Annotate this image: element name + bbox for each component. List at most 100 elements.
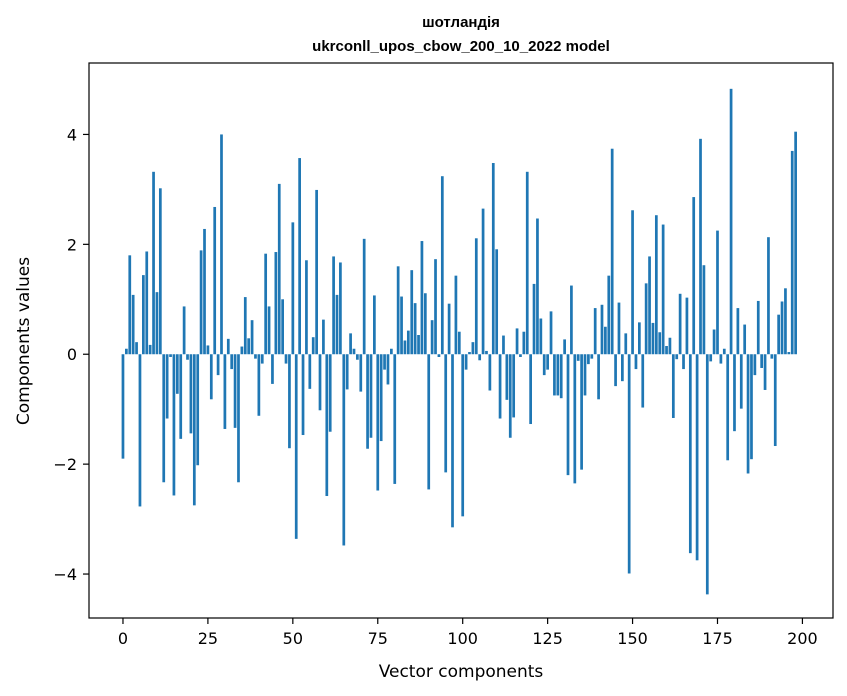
- bar-83: [403, 340, 407, 355]
- bar-136: [583, 354, 587, 396]
- bar-33: [233, 354, 237, 428]
- bar-194: [780, 301, 784, 355]
- bar-183: [743, 324, 747, 355]
- bar-158: [658, 332, 662, 355]
- bar-51: [294, 354, 298, 539]
- bar-169: [695, 354, 699, 561]
- bar-170: [699, 138, 702, 355]
- bar-179: [729, 88, 733, 355]
- bar-63: [335, 294, 339, 355]
- y-tick-label: 4: [67, 125, 77, 144]
- bar-129: [559, 354, 563, 399]
- bar-138: [590, 354, 594, 359]
- bar-62: [332, 256, 335, 355]
- bar-1: [125, 348, 128, 355]
- bar-6: [142, 275, 145, 355]
- x-axis-ticks: 0 25 50 75 100 125 150 175 200: [118, 618, 818, 648]
- bar-105: [478, 354, 482, 361]
- bar-80: [393, 354, 397, 484]
- bar-148: [624, 333, 628, 355]
- bar-0: [121, 354, 125, 459]
- bar-68: [352, 348, 356, 355]
- bar-60: [325, 354, 329, 497]
- bar-59: [322, 319, 325, 355]
- x-tick-label: 175: [702, 629, 733, 648]
- bar-137: [587, 354, 590, 365]
- bar-174: [712, 329, 716, 355]
- bar-150: [631, 210, 634, 355]
- bar-93: [437, 354, 441, 357]
- x-tick-label: 150: [617, 629, 648, 648]
- bar-98: [454, 275, 458, 355]
- bar-13: [165, 354, 169, 419]
- bar-29: [220, 134, 223, 355]
- bar-75: [376, 354, 380, 491]
- bar-11: [158, 188, 162, 355]
- bar-122: [536, 218, 539, 355]
- bar-142: [604, 326, 607, 355]
- bar-10: [155, 292, 159, 355]
- bar-46: [277, 183, 281, 355]
- bar-196: [787, 352, 791, 355]
- bar-23: [199, 250, 203, 355]
- bar-89: [423, 293, 427, 355]
- y-tick-label: 2: [67, 235, 77, 254]
- y-tick-label: 0: [67, 345, 77, 364]
- bar-73: [369, 354, 373, 438]
- bar-99: [457, 331, 461, 355]
- bar-109: [491, 163, 495, 355]
- bar-69: [356, 354, 359, 360]
- bar-135: [580, 354, 583, 470]
- bar-94: [440, 176, 444, 355]
- bar-125: [546, 354, 549, 370]
- bar-76: [379, 354, 383, 442]
- bar-92: [434, 259, 437, 355]
- bar-153: [641, 354, 645, 408]
- bar-156: [651, 322, 655, 355]
- bar-88: [420, 241, 424, 355]
- bar-4: [135, 342, 138, 355]
- bar-38: [250, 320, 254, 355]
- bar-5: [138, 354, 142, 507]
- bar-145: [614, 354, 617, 387]
- bar-134: [576, 354, 580, 361]
- y-axis-ticks: −4 −2 0 2 4: [53, 125, 89, 584]
- x-tick-label: 100: [447, 629, 478, 648]
- bar-84: [406, 330, 410, 355]
- bar-18: [182, 306, 186, 355]
- bar-151: [634, 354, 638, 370]
- bar-96: [447, 303, 451, 355]
- bar-57: [315, 189, 318, 355]
- bar-103: [471, 342, 475, 355]
- bar-19: [186, 354, 189, 360]
- bar-188: [760, 354, 764, 368]
- bar-71: [362, 238, 366, 355]
- bar-115: [512, 354, 516, 418]
- bar-157: [654, 215, 658, 355]
- bar-165: [682, 354, 685, 370]
- bar-81: [396, 266, 400, 355]
- bar-56: [311, 337, 315, 355]
- bar-22: [196, 354, 200, 466]
- bar-143: [607, 275, 611, 355]
- bar-14: [169, 354, 172, 357]
- bar-group: [121, 88, 797, 595]
- bar-118: [522, 331, 526, 355]
- bar-47: [281, 299, 284, 355]
- bar-171: [702, 265, 706, 355]
- bar-39: [254, 354, 257, 359]
- bar-43: [267, 306, 271, 355]
- chart-title-line2: ukrconll_upos_cbow_200_10_2022 model: [312, 38, 610, 55]
- bar-32: [230, 354, 234, 370]
- bar-74: [373, 295, 376, 355]
- bar-139: [593, 308, 597, 355]
- bar-128: [556, 354, 560, 396]
- y-tick-label: −2: [53, 455, 77, 474]
- bar-119: [525, 171, 529, 355]
- bar-197: [790, 150, 794, 355]
- bar-177: [722, 348, 726, 355]
- bar-44: [271, 354, 274, 384]
- bar-117: [519, 354, 522, 357]
- bar-107: [485, 350, 488, 355]
- x-tick-label: 125: [532, 629, 563, 648]
